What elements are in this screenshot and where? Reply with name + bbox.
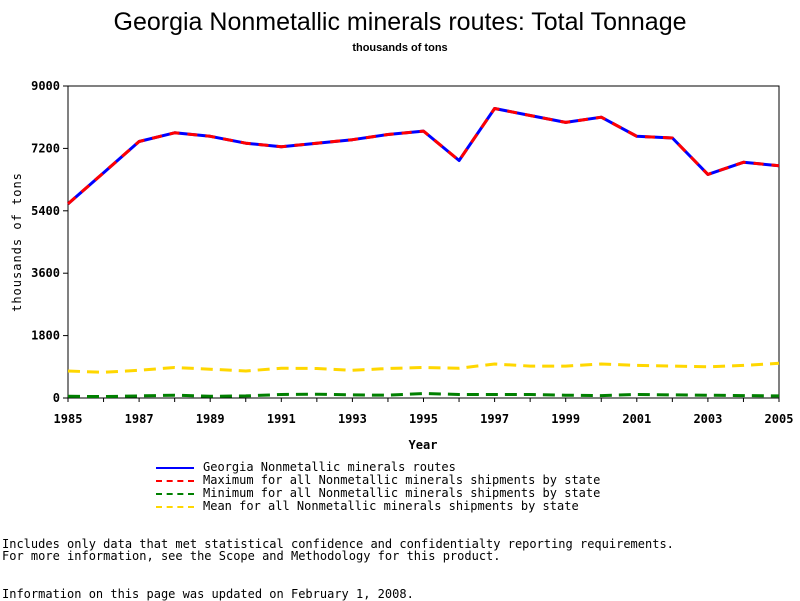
series-line-mean	[67, 361, 780, 374]
x-tick-label: 2003	[693, 412, 722, 426]
legend-swatch-mean	[156, 505, 194, 508]
x-tick-label: 1989	[196, 412, 225, 426]
x-tick-label: 2001	[622, 412, 651, 426]
legend-label-minimum: Minimum for all Nonmetallic minerals shi…	[203, 486, 601, 500]
x-axis: 1985 1987 1989 1991 1993 1995 1997 1999 2001 2003…	[54, 398, 794, 426]
legend-item-maximum: Maximum for all Nonmetallic minerals shi…	[156, 474, 600, 487]
x-tick-label: 1995	[409, 412, 438, 426]
x-tick-label: 1991	[267, 412, 296, 426]
legend-swatch-maximum	[156, 479, 194, 482]
y-axis-label: thousands of tons	[10, 172, 24, 312]
x-axis-label: Year	[409, 438, 438, 452]
x-tick-label: 2005	[765, 412, 794, 426]
y-tick-label: 3600	[31, 266, 60, 280]
series-layer	[67, 107, 780, 399]
y-tick-label: 0	[53, 391, 60, 405]
legend-item-georgia: Georgia Nonmetallic minerals routes	[156, 461, 600, 474]
x-tick-label: 1997	[480, 412, 509, 426]
legend: Georgia Nonmetallic minerals routes Maxi…	[156, 461, 600, 513]
legend-swatch-minimum	[156, 492, 194, 495]
x-tick-label: 1999	[551, 412, 580, 426]
x-tick-label: 1993	[338, 412, 367, 426]
y-axis: 0 1800 3600 5400 7200 9000	[31, 79, 68, 405]
footnote-updated: Information on this page was updated on …	[2, 587, 414, 601]
footnote-confidence: Includes only data that met statistical …	[2, 537, 674, 551]
chart-subtitle: thousands of tons	[352, 42, 448, 54]
series-line-minimum	[67, 392, 780, 399]
y-tick-label: 7200	[31, 141, 60, 155]
x-tick-label: 1987	[125, 412, 154, 426]
series-line-maximum	[67, 107, 780, 206]
chart-title: Georgia Nonmetallic minerals routes: Tot…	[113, 8, 687, 36]
legend-label-maximum: Maximum for all Nonmetallic minerals shi…	[203, 473, 601, 487]
x-tick-label: 1985	[54, 412, 83, 426]
legend-label-mean: Mean for all Nonmetallic minerals shipme…	[203, 499, 579, 513]
y-tick-label: 1800	[31, 329, 60, 343]
legend-item-minimum: Minimum for all Nonmetallic minerals shi…	[156, 487, 600, 500]
legend-swatch-georgia	[156, 466, 194, 469]
legend-label-georgia: Georgia Nonmetallic minerals routes	[203, 460, 456, 474]
footnote-methodology: For more information, see the Scope and …	[2, 549, 501, 563]
legend-item-mean: Mean for all Nonmetallic minerals shipme…	[156, 500, 600, 513]
series-line-georgia	[67, 107, 780, 206]
y-tick-label: 5400	[31, 204, 60, 218]
y-tick-label: 9000	[31, 79, 60, 93]
